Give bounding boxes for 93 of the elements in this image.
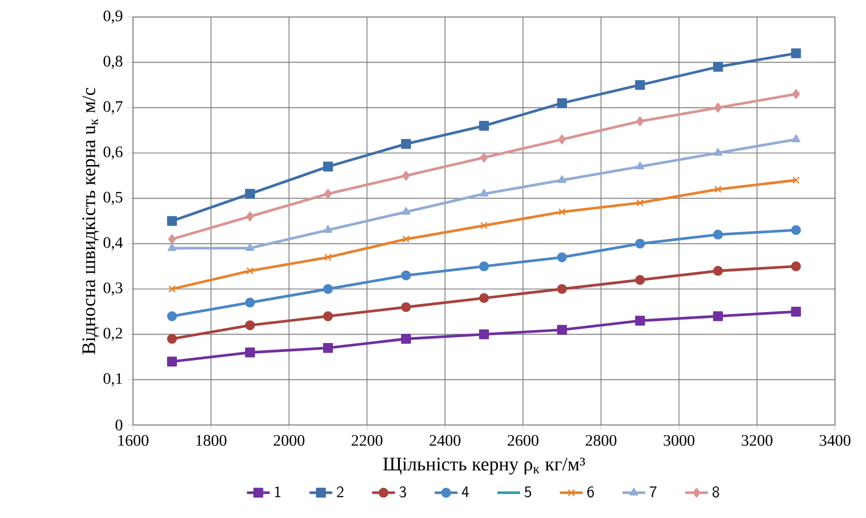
point xyxy=(713,266,723,276)
point xyxy=(324,254,332,261)
y-tick-label: 0,5 xyxy=(104,192,122,205)
point xyxy=(636,116,644,126)
y-tick-label: 0,6 xyxy=(104,146,122,160)
point xyxy=(557,252,567,262)
point xyxy=(402,206,410,215)
x-tick-label: 2000 xyxy=(274,435,304,446)
x-tick-label: 1800 xyxy=(196,435,226,446)
x-tick-label: 2800 xyxy=(586,435,616,446)
x-tick-label: 1600 xyxy=(118,435,148,446)
point xyxy=(167,356,177,366)
point xyxy=(402,235,410,243)
point xyxy=(791,261,801,272)
point xyxy=(246,243,254,252)
y-tick-label: 0,9 xyxy=(104,10,122,24)
point xyxy=(323,162,333,172)
y-tick-label: 0,7 xyxy=(104,101,122,114)
y-tick-label: 0 xyxy=(116,420,122,430)
point xyxy=(480,152,488,162)
point xyxy=(246,212,254,222)
point xyxy=(714,148,722,156)
point xyxy=(168,234,176,244)
point xyxy=(636,199,644,207)
legend-label: 1 xyxy=(275,486,280,498)
point xyxy=(401,302,411,312)
point xyxy=(168,285,176,293)
point xyxy=(792,176,800,184)
point xyxy=(791,225,801,236)
y-tick-label: 0,1 xyxy=(104,373,122,386)
point xyxy=(245,320,255,330)
x-axis-title: Щільність керну ρ$_{к}$ кг/м³ xyxy=(383,458,586,475)
point xyxy=(245,188,255,199)
legend-label: 3 xyxy=(400,486,406,498)
point xyxy=(557,284,567,294)
point xyxy=(323,311,333,322)
point xyxy=(324,225,332,233)
point xyxy=(323,284,333,294)
legend-label: 6 xyxy=(587,486,594,498)
point xyxy=(635,274,645,285)
x-tick-label: 2400 xyxy=(430,435,460,446)
point xyxy=(324,188,332,199)
point xyxy=(557,324,567,335)
point xyxy=(401,270,411,280)
point xyxy=(401,334,411,344)
point xyxy=(635,238,645,249)
point xyxy=(713,230,723,240)
point xyxy=(714,102,722,113)
point xyxy=(479,329,489,340)
point xyxy=(791,306,801,317)
point xyxy=(479,120,489,131)
point xyxy=(558,208,566,216)
point xyxy=(167,216,177,226)
y-tick-label: 0,8 xyxy=(104,56,122,69)
point xyxy=(557,98,567,108)
point xyxy=(792,134,800,142)
y-axis-title: Відносна швидкість керна u$_{к}$ м/с xyxy=(82,88,100,354)
point xyxy=(713,311,723,322)
point xyxy=(167,334,177,344)
point xyxy=(480,222,488,230)
point xyxy=(402,170,410,181)
point xyxy=(401,138,411,149)
point xyxy=(479,293,489,303)
point xyxy=(323,343,333,353)
x-tick-label: 3400 xyxy=(820,435,850,446)
legend-label: 7 xyxy=(650,486,656,498)
legend-label: 2 xyxy=(336,486,344,498)
point xyxy=(636,162,644,170)
x-tick-label: 2200 xyxy=(352,435,382,446)
point xyxy=(246,267,254,275)
point xyxy=(558,175,566,183)
y-tick-label: 0,3 xyxy=(104,282,122,296)
legend-label: 4 xyxy=(462,486,469,497)
y-tick-label: 0,2 xyxy=(104,328,122,341)
point xyxy=(245,348,255,358)
point xyxy=(479,261,489,272)
x-tick-label: 3200 xyxy=(742,435,772,446)
point xyxy=(635,80,645,90)
point xyxy=(167,311,177,322)
point xyxy=(558,134,566,144)
point xyxy=(635,316,645,326)
x-tick-label: 3000 xyxy=(664,435,694,446)
point xyxy=(480,188,488,197)
legend-label: 8 xyxy=(712,486,720,498)
point xyxy=(791,48,801,58)
point xyxy=(713,62,723,72)
legend-label: 5 xyxy=(524,486,532,498)
point xyxy=(168,243,176,252)
point xyxy=(792,89,800,100)
point xyxy=(714,186,722,193)
point xyxy=(245,298,255,308)
x-tick-label: 2600 xyxy=(508,435,538,446)
y-tick-label: 0,4 xyxy=(104,237,123,250)
